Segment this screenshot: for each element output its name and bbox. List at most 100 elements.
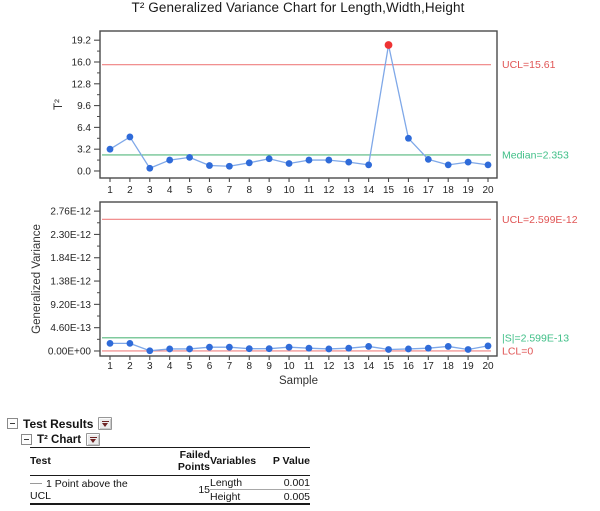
data-point-sample-19[interactable] — [464, 158, 472, 166]
y-tick-label: 1.84E-12 — [50, 253, 91, 264]
data-point-sample-9[interactable] — [265, 345, 273, 353]
x-tick-label: 16 — [403, 361, 415, 372]
data-point-sample-12[interactable] — [325, 156, 333, 164]
data-point-sample-11[interactable] — [305, 156, 313, 164]
red-triangle-menu-button[interactable] — [98, 417, 113, 430]
center-label: Median=2.353 — [502, 149, 569, 161]
y-tick-label: 19.2 — [72, 36, 92, 47]
x-tick-label: 15 — [383, 361, 395, 372]
data-point-sample-3[interactable] — [146, 164, 154, 172]
y-tick-label: 0.0 — [77, 166, 91, 177]
y-tick-label: 9.20E-13 — [50, 300, 91, 311]
data-point-sample-18[interactable] — [444, 343, 452, 350]
data-point-sample-16[interactable] — [405, 134, 412, 142]
data-point-sample-18[interactable] — [444, 161, 452, 169]
x-tick-label: 5 — [187, 361, 193, 372]
x-tick-label: 6 — [207, 361, 213, 372]
data-point-sample-14[interactable] — [365, 161, 373, 169]
data-point-sample-9[interactable] — [265, 155, 273, 163]
data-point-sample-14[interactable] — [365, 343, 373, 350]
ucl-label: UCL=2.599E-12 — [502, 214, 578, 226]
data-point-sample-2[interactable] — [126, 133, 134, 141]
test-results-table: Test Failed Points Variables P Value 1 P… — [30, 447, 310, 505]
center-label: |S|=2.599E-13 — [502, 332, 569, 344]
data-point-sample-12[interactable] — [325, 345, 333, 353]
x-tick-label: 2 — [127, 361, 133, 372]
x-tick-label: 19 — [463, 361, 475, 372]
col-header-p-value: P Value — [265, 447, 310, 476]
data-point-sample-20[interactable] — [484, 342, 492, 350]
x-axis-title: Sample — [279, 375, 318, 387]
data-point-sample-8[interactable] — [245, 159, 253, 167]
y-tick-label: 16.0 — [72, 57, 92, 68]
failed-points-cell: 15 — [198, 483, 210, 496]
out-of-control-point-sample-15[interactable] — [384, 41, 393, 49]
dropdown-triangle-icon — [90, 438, 97, 443]
data-point-sample-10[interactable] — [285, 160, 293, 167]
data-point-sample-11[interactable] — [305, 344, 313, 352]
x-tick-label: 10 — [283, 185, 295, 196]
ucl-label: UCL=15.61 — [502, 59, 556, 71]
data-point-sample-5[interactable] — [186, 153, 193, 161]
table-header-row: Test Failed Points Variables P Value — [30, 447, 310, 476]
data-point-sample-2[interactable] — [126, 339, 134, 347]
col-header-failed-points: Failed Points — [147, 447, 210, 476]
x-tick-label: 7 — [227, 361, 233, 372]
test-name-cell: 1 Point above the UCL — [30, 476, 147, 505]
x-tick-label: 9 — [266, 361, 272, 372]
data-point-sample-19[interactable] — [464, 346, 472, 353]
x-tick-label: 3 — [147, 185, 153, 196]
collapse-icon[interactable] — [21, 434, 32, 445]
collapse-icon[interactable] — [7, 418, 18, 429]
data-point-sample-5[interactable] — [186, 345, 193, 353]
y-axis-title: T² — [53, 99, 65, 110]
x-tick-label: 12 — [323, 185, 335, 196]
data-point-sample-17[interactable] — [424, 344, 432, 352]
x-tick-label: 19 — [463, 185, 475, 196]
data-point-sample-10[interactable] — [285, 343, 293, 351]
minus-icon — [10, 423, 15, 424]
data-point-sample-6[interactable] — [206, 343, 213, 351]
data-point-sample-1[interactable] — [106, 145, 114, 153]
y-tick-label: 2.30E-12 — [50, 230, 91, 241]
data-point-sample-7[interactable] — [225, 343, 233, 351]
x-tick-label: 8 — [246, 185, 252, 196]
data-point-sample-13[interactable] — [345, 158, 353, 166]
x-tick-label: 11 — [304, 185, 315, 196]
data-point-sample-1[interactable] — [106, 339, 114, 347]
dropdown-triangle-icon — [102, 422, 109, 427]
data-point-sample-13[interactable] — [345, 344, 353, 352]
data-point-sample-7[interactable] — [225, 162, 233, 170]
variable-name-cell: Length — [210, 475, 265, 490]
x-tick-label: 14 — [363, 185, 375, 196]
chart-title: T² Generalized Variance Chart for Length… — [131, 0, 465, 15]
p-value-cell: 0.005 — [283, 490, 310, 503]
x-tick-label: 13 — [343, 185, 355, 196]
data-point-sample-3[interactable] — [146, 347, 154, 355]
data-point-sample-4[interactable] — [166, 345, 174, 353]
x-tick-label: 4 — [167, 361, 173, 372]
y-tick-label: 6.4 — [77, 123, 91, 134]
data-point-sample-8[interactable] — [245, 345, 253, 353]
y-tick-label: 0.00E+00 — [48, 346, 92, 357]
col-header-variables: Variables — [210, 447, 265, 476]
data-point-sample-15[interactable] — [385, 346, 392, 353]
data-point-sample-16[interactable] — [405, 345, 412, 353]
x-tick-label: 16 — [403, 185, 415, 196]
data-point-sample-6[interactable] — [206, 162, 213, 169]
x-tick-label: 20 — [482, 185, 494, 196]
red-triangle-menu-button[interactable] — [86, 433, 101, 446]
y-tick-label: 9.6 — [77, 101, 91, 112]
series-line — [109, 44, 489, 169]
x-tick-label: 20 — [482, 361, 494, 372]
data-point-sample-4[interactable] — [166, 156, 174, 164]
x-tick-label: 5 — [187, 185, 193, 196]
data-point-sample-20[interactable] — [484, 161, 492, 169]
plot-frame — [99, 30, 498, 179]
x-tick-label: 6 — [207, 185, 213, 196]
x-tick-label: 2 — [127, 185, 133, 196]
p-value-cell: 0.001 — [265, 475, 310, 490]
data-point-sample-17[interactable] — [424, 156, 432, 163]
